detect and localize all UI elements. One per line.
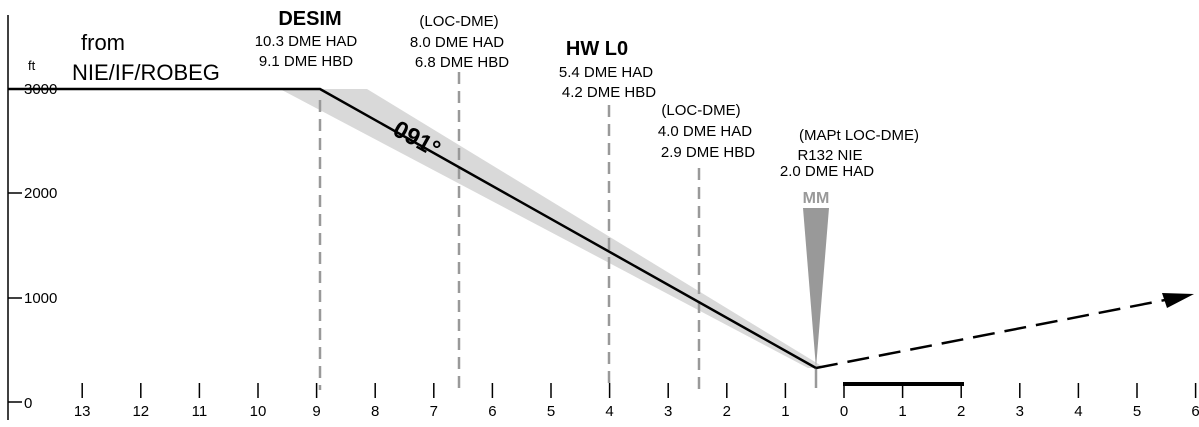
distance-tick-label: 6 [488,403,496,420]
fix-dme-line: 6.8 DME HBD [415,54,509,71]
mm-marker [803,208,829,368]
altitude-label-1000: 1000 [24,290,57,307]
distance-tick-label: 1 [898,403,906,420]
distance-tick-label: 2 [723,403,731,420]
runway [843,382,964,386]
distance-tick-label: 5 [1133,403,1141,420]
distance-tick-label: 3 [664,403,672,420]
fix-name: (LOC-DME) [661,102,740,119]
distance-tick-label: 10 [250,403,267,420]
distance-tick-label: 9 [312,403,320,420]
distance-tick-label: 4 [605,403,613,420]
altitude-unit-label: ft [28,58,36,73]
distance-tick-label: 12 [132,403,149,420]
fix-name: (MAPt LOC-DME) [799,127,919,144]
descent-path [8,87,817,370]
distance-tick-label: 8 [371,403,379,420]
altitude-ticks: 3000 2000 1000 0 [8,81,57,412]
fix-name: DESIM [278,8,341,30]
distance-tick-label: 5 [547,403,555,420]
altitude-label-0: 0 [24,395,32,412]
distance-tick-label: 3 [1016,403,1024,420]
altitude-label-3000: 3000 [24,81,57,98]
distance-tick-label: 2 [957,403,965,420]
distance-tick-label: 11 [192,403,208,420]
mm-label: MM [803,190,830,207]
fix-name: HW L0 [566,38,628,60]
distance-tick-label: 13 [74,403,91,420]
fix-desim: DESIM 10.3 DME HAD 9.1 DME HBD [255,8,358,70]
fix-mapt: (MAPt LOC-DME) R132 NIE 2.0 DME HAD [780,127,919,180]
fix-dme-line: R132 NIE [797,147,862,164]
fix-hw-l0: HW L0 5.4 DME HAD 4.2 DME HBD [559,38,656,101]
fix-dme-line: 8.0 DME HAD [410,34,504,51]
distance-tick-label: 0 [840,403,848,420]
altitude-label-2000: 2000 [24,185,57,202]
missed-approach-path [815,298,1166,370]
origin-fix-label: NIE/IF/ROBEG [72,60,220,85]
fix-dme-line: 4.0 DME HAD [658,123,752,140]
missed-approach-arrowhead [1162,293,1194,308]
fix-loc-dme-8: (LOC-DME) 8.0 DME HAD 6.8 DME HBD [410,13,509,71]
fix-dme-line: 9.1 DME HBD [259,53,353,70]
distance-ticks: 13 12 11 10 9 8 7 6 5 4 3 2 1 0 1 2 3 4 5 6 [74,383,1199,420]
distance-tick-label: 7 [430,403,438,420]
fix-dme-line: 4.2 DME HBD [562,84,656,101]
origin-from-label: from [81,30,125,55]
fix-name: (LOC-DME) [419,13,498,30]
descent-protection-area [280,89,825,368]
fix-dme-line: 5.4 DME HAD [559,64,653,81]
fix-dme-line: 10.3 DME HAD [255,33,358,50]
distance-tick-label: 6 [1191,403,1199,420]
distance-tick-label: 1 [781,403,789,420]
fix-dme-line: 2.9 DME HBD [661,144,755,161]
fix-loc-dme-4: (LOC-DME) 4.0 DME HAD 2.9 DME HBD [658,102,755,161]
fix-dme-line: 2.0 DME HAD [780,163,874,180]
distance-tick-label: 4 [1074,403,1082,420]
